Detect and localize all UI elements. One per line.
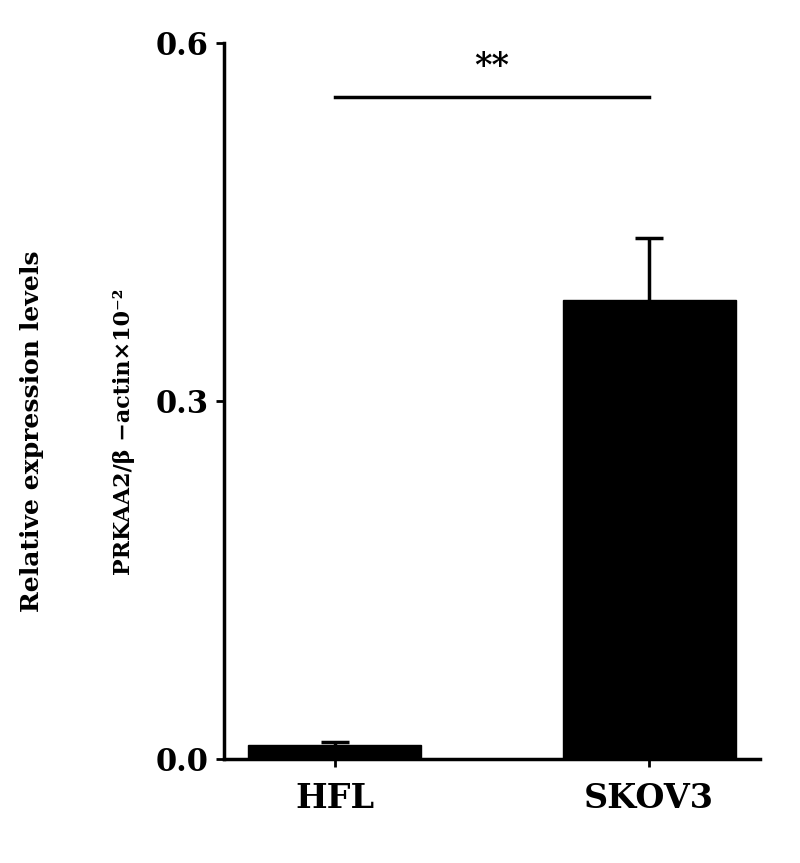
- Bar: [562, 299, 736, 759]
- Text: **: **: [474, 49, 510, 83]
- Text: Relative expression levels: Relative expression levels: [20, 251, 44, 612]
- Bar: [248, 745, 422, 759]
- Text: PRKAA2/β −actin×10⁻²: PRKAA2/β −actin×10⁻²: [113, 288, 135, 575]
